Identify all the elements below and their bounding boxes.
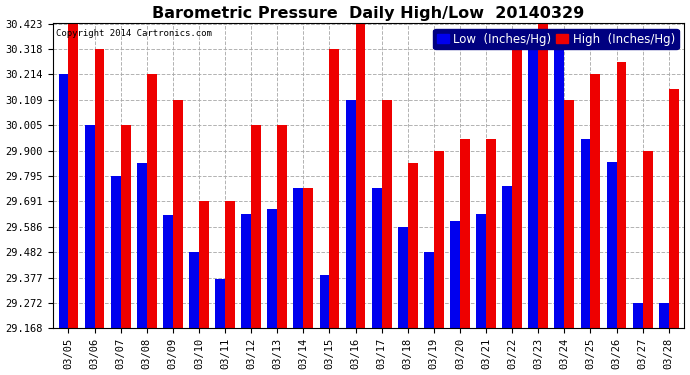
Bar: [591, 74, 600, 328]
Title: Barometric Pressure  Daily High/Low  20140329: Barometric Pressure Daily High/Low 20140…: [152, 6, 584, 21]
Bar: [580, 138, 591, 328]
Bar: [434, 151, 444, 328]
Bar: [538, 24, 548, 328]
Bar: [137, 163, 147, 328]
Bar: [215, 279, 225, 328]
Bar: [424, 252, 434, 328]
Bar: [617, 62, 627, 328]
Bar: [512, 49, 522, 328]
Bar: [189, 252, 199, 328]
Bar: [199, 201, 209, 328]
Bar: [669, 89, 679, 328]
Bar: [372, 188, 382, 328]
Bar: [450, 221, 460, 328]
Bar: [408, 163, 417, 328]
Bar: [225, 201, 235, 328]
Bar: [68, 24, 79, 328]
Bar: [564, 100, 574, 328]
Bar: [110, 176, 121, 328]
Bar: [251, 125, 261, 328]
Bar: [173, 100, 183, 328]
Bar: [163, 215, 173, 328]
Bar: [319, 274, 329, 328]
Bar: [633, 303, 642, 328]
Bar: [476, 214, 486, 328]
Bar: [121, 125, 130, 328]
Bar: [304, 188, 313, 328]
Bar: [329, 49, 339, 328]
Bar: [85, 125, 95, 328]
Bar: [659, 303, 669, 328]
Bar: [398, 227, 408, 328]
Bar: [382, 100, 392, 328]
Bar: [502, 186, 512, 328]
Bar: [555, 49, 564, 328]
Bar: [267, 209, 277, 328]
Bar: [355, 24, 366, 328]
Bar: [59, 74, 68, 328]
Bar: [607, 162, 617, 328]
Bar: [642, 151, 653, 328]
Bar: [293, 188, 304, 328]
Legend: Low  (Inches/Hg), High  (Inches/Hg): Low (Inches/Hg), High (Inches/Hg): [433, 29, 678, 49]
Bar: [529, 49, 538, 328]
Bar: [277, 125, 287, 328]
Bar: [241, 214, 251, 328]
Bar: [147, 74, 157, 328]
Text: Copyright 2014 Cartronics.com: Copyright 2014 Cartronics.com: [56, 29, 212, 38]
Bar: [95, 49, 104, 328]
Bar: [346, 100, 355, 328]
Bar: [460, 138, 470, 328]
Bar: [486, 138, 496, 328]
